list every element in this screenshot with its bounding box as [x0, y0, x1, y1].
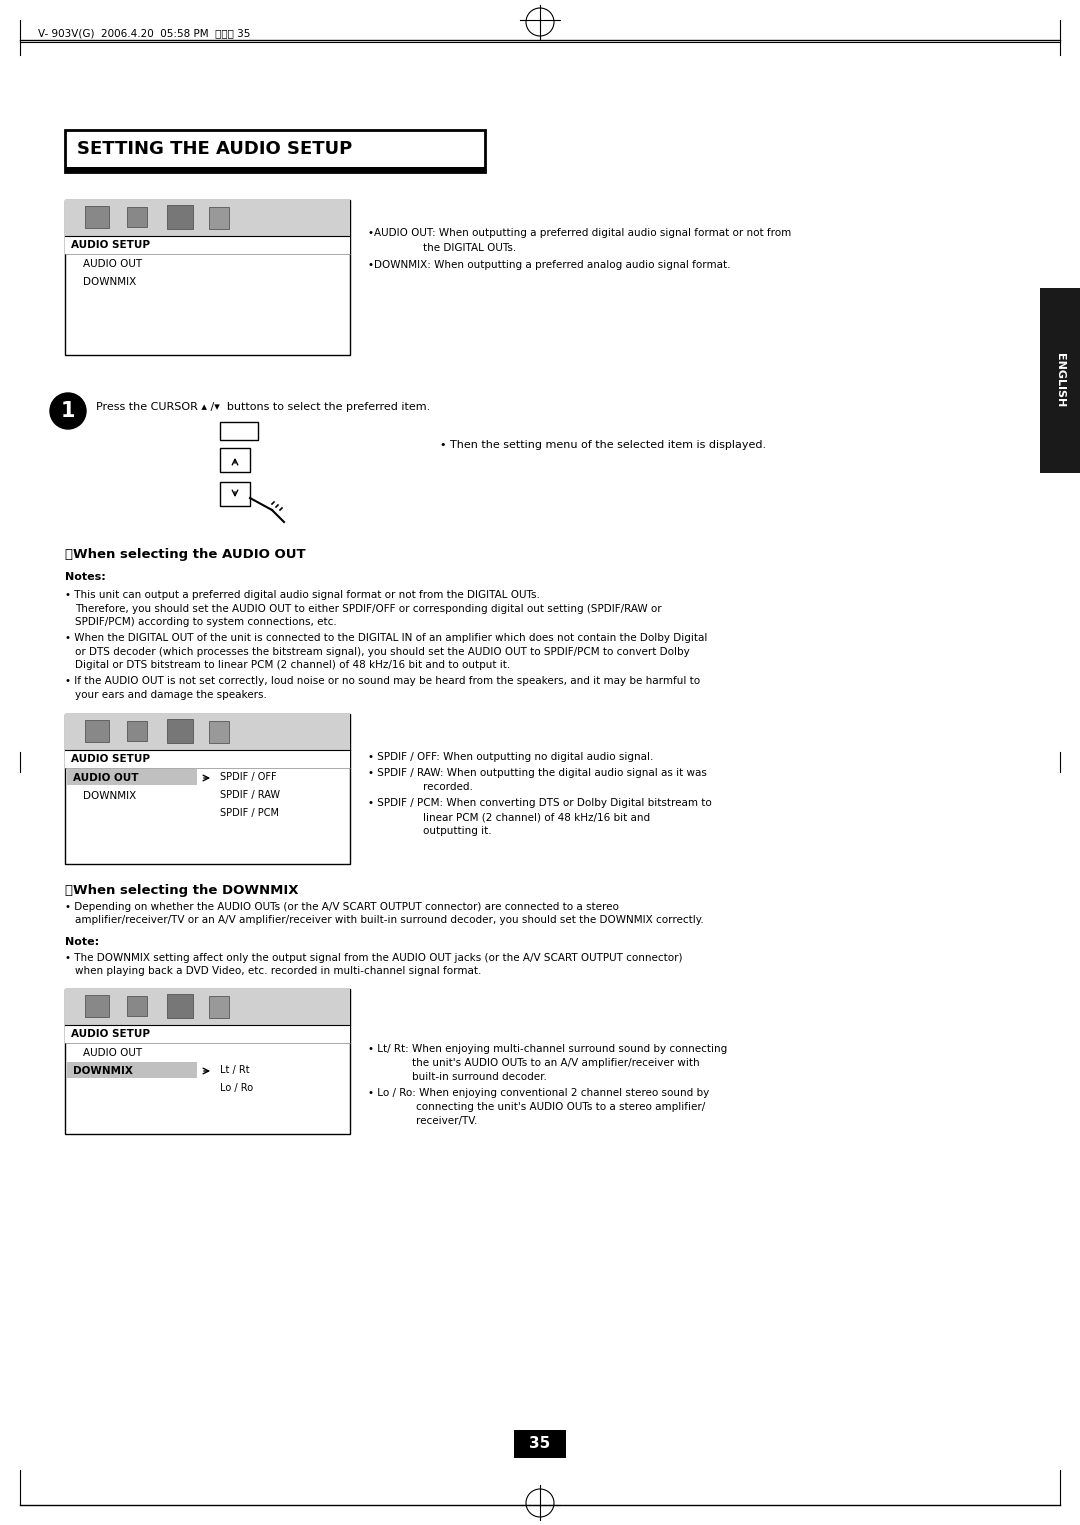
Bar	[85, 994, 109, 1017]
Circle shape	[50, 393, 86, 429]
Text: • Then the setting menu of the selected item is displayed.: • Then the setting menu of the selected …	[440, 441, 766, 450]
Bar	[65, 200, 350, 236]
Text: SPDIF/PCM) according to system connections, etc.: SPDIF/PCM) according to system connectio…	[75, 618, 337, 627]
Text: 1: 1	[60, 401, 76, 421]
Bar	[220, 422, 258, 441]
Bar	[65, 714, 350, 865]
Text: your ears and damage the speakers.: your ears and damage the speakers.	[75, 689, 267, 700]
Text: • When the DIGITAL OUT of the unit is connected to the DIGITAL IN of an amplifie: • When the DIGITAL OUT of the unit is co…	[65, 633, 707, 644]
Bar	[65, 714, 350, 750]
Bar	[127, 721, 147, 741]
Text: linear PCM (2 channel) of 48 kHz/16 bit and: linear PCM (2 channel) of 48 kHz/16 bit …	[423, 811, 650, 822]
Text: •AUDIO OUT: When outputting a preferred digital audio signal format or not from: •AUDIO OUT: When outputting a preferred …	[368, 229, 792, 238]
Bar	[65, 1025, 350, 1043]
Text: outputting it.: outputting it.	[423, 827, 491, 836]
Bar	[514, 1430, 566, 1458]
Bar	[220, 448, 249, 473]
Text: DOWNMIX: DOWNMIX	[73, 1066, 133, 1077]
Bar	[127, 207, 147, 227]
Text: Notes:: Notes:	[65, 572, 106, 583]
Text: SETTING THE AUDIO SETUP: SETTING THE AUDIO SETUP	[77, 140, 352, 159]
Text: the unit's AUDIO OUTs to an A/V amplifier/receiver with: the unit's AUDIO OUTs to an A/V amplifie…	[411, 1058, 700, 1068]
Text: • This unit can output a preferred digital audio signal format or not from the D: • This unit can output a preferred digit…	[65, 590, 540, 599]
Bar	[210, 207, 229, 229]
Text: Note:: Note:	[65, 936, 99, 947]
Text: DOWNMIX: DOWNMIX	[83, 278, 136, 287]
Text: • Lt/ Rt: When enjoying multi-channel surround sound by connecting: • Lt/ Rt: When enjoying multi-channel su…	[368, 1045, 727, 1054]
Bar	[167, 718, 193, 743]
Text: Lt / Rt: Lt / Rt	[220, 1064, 249, 1075]
Text: 樹When selecting the AUDIO OUT: 樹When selecting the AUDIO OUT	[65, 547, 306, 561]
Text: AUDIO SETUP: AUDIO SETUP	[71, 1029, 150, 1039]
Text: AUDIO SETUP: AUDIO SETUP	[71, 753, 150, 764]
Text: • Lo / Ro: When enjoying conventional 2 channel stereo sound by: • Lo / Ro: When enjoying conventional 2 …	[368, 1087, 710, 1098]
Text: amplifier/receiver/TV or an A/V amplifier/receiver with built-in surround decode: amplifier/receiver/TV or an A/V amplifie…	[75, 915, 704, 926]
Text: RC: RC	[230, 425, 244, 436]
Text: recorded.: recorded.	[423, 782, 473, 791]
Text: DOWNMIX: DOWNMIX	[83, 791, 136, 801]
Text: • SPDIF / PCM: When converting DTS or Dolby Digital bitstream to: • SPDIF / PCM: When converting DTS or Do…	[368, 798, 712, 808]
Text: SPDIF / PCM: SPDIF / PCM	[220, 808, 279, 817]
Text: when playing back a DVD Video, etc. recorded in multi-channel signal format.: when playing back a DVD Video, etc. reco…	[75, 965, 482, 976]
Bar	[85, 720, 109, 743]
Text: or DTS decoder (which processes the bitstream signal), you should set the AUDIO : or DTS decoder (which processes the bits…	[75, 647, 690, 657]
Text: • SPDIF / OFF: When outputting no digital audio signal.: • SPDIF / OFF: When outputting no digita…	[368, 752, 653, 762]
Bar	[127, 996, 147, 1016]
Text: ENGLISH: ENGLISH	[1055, 354, 1065, 407]
Text: • If the AUDIO OUT is not set correctly, loud noise or no sound may be heard fro: • If the AUDIO OUT is not set correctly,…	[65, 676, 700, 686]
Text: V- 903V(G)  2006.4.20  05:58 PM  페이지 35: V- 903V(G) 2006.4.20 05:58 PM 페이지 35	[38, 27, 251, 38]
Bar	[65, 236, 350, 255]
Bar	[65, 168, 485, 172]
Text: AUDIO SETUP: AUDIO SETUP	[71, 239, 150, 250]
Text: Press the CURSOR ▴ /▾  buttons to select the preferred item.: Press the CURSOR ▴ /▾ buttons to select …	[96, 403, 430, 412]
Text: AUDIO OUT: AUDIO OUT	[73, 773, 138, 782]
Text: SPDIF / OFF: SPDIF / OFF	[220, 772, 276, 782]
Text: AUDIO OUT: AUDIO OUT	[83, 1048, 143, 1058]
Text: Lo / Ro: Lo / Ro	[220, 1083, 253, 1093]
Bar	[65, 750, 350, 769]
Bar	[210, 996, 229, 1019]
Bar	[67, 769, 197, 785]
Text: • SPDIF / RAW: When outputting the digital audio signal as it was: • SPDIF / RAW: When outputting the digit…	[368, 769, 707, 778]
Text: •DOWNMIX: When outputting a preferred analog audio signal format.: •DOWNMIX: When outputting a preferred an…	[368, 259, 730, 270]
Text: the DIGITAL OUTs.: the DIGITAL OUTs.	[423, 242, 516, 253]
Bar	[65, 200, 350, 355]
Bar	[1040, 288, 1080, 473]
Text: 35: 35	[529, 1437, 551, 1452]
Text: Therefore, you should set the AUDIO OUT to either SPDIF/OFF or corresponding dig: Therefore, you should set the AUDIO OUT …	[75, 604, 662, 615]
Text: SPDIF / RAW: SPDIF / RAW	[220, 790, 280, 801]
Bar	[167, 204, 193, 229]
Bar	[65, 130, 485, 172]
Text: receiver/TV.: receiver/TV.	[416, 1116, 477, 1125]
Text: built-in surround decoder.: built-in surround decoder.	[411, 1072, 546, 1083]
Text: AUDIO OUT: AUDIO OUT	[83, 259, 143, 268]
Text: Digital or DTS bitstream to linear PCM (2 channel) of 48 kHz/16 bit and to outpu: Digital or DTS bitstream to linear PCM (…	[75, 660, 510, 669]
Text: 樹When selecting the DOWNMIX: 樹When selecting the DOWNMIX	[65, 884, 298, 897]
Bar	[167, 994, 193, 1019]
Bar	[67, 1061, 197, 1078]
Bar	[65, 990, 350, 1025]
Bar	[65, 990, 350, 1135]
Bar	[85, 206, 109, 229]
Bar	[210, 721, 229, 743]
Text: connecting the unit's AUDIO OUTs to a stereo amplifier/: connecting the unit's AUDIO OUTs to a st…	[416, 1103, 705, 1112]
Bar	[220, 482, 249, 506]
Text: • The DOWNMIX setting affect only the output signal from the AUDIO OUT jacks (or: • The DOWNMIX setting affect only the ou…	[65, 953, 683, 962]
Text: • Depending on whether the AUDIO OUTs (or the A/V SCART OUTPUT connector) are co: • Depending on whether the AUDIO OUTs (o…	[65, 901, 619, 912]
